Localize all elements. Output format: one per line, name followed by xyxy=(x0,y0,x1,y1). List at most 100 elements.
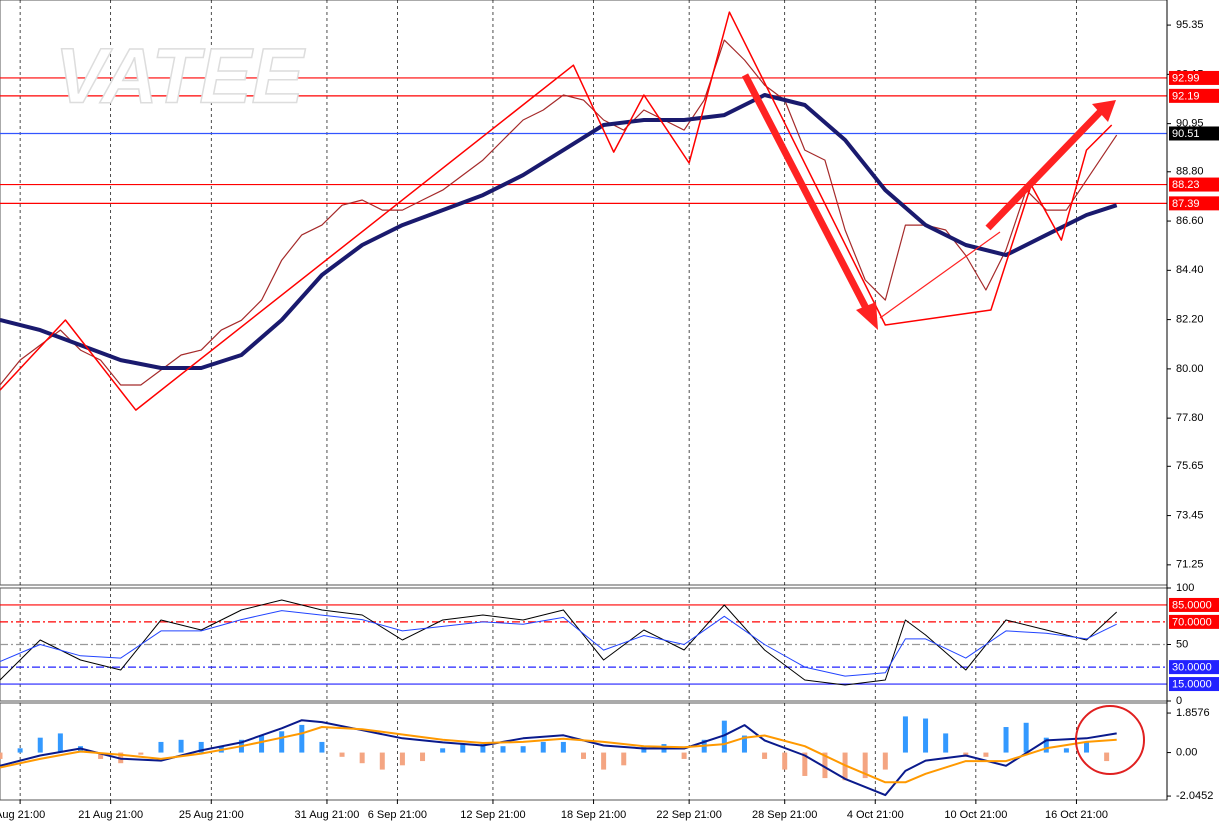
level-label: 88.23 xyxy=(1172,179,1200,191)
y-tick-label: 0.00 xyxy=(1176,746,1197,758)
level-label-box xyxy=(1169,597,1219,612)
histogram-bar xyxy=(17,748,23,753)
histogram-bar xyxy=(520,746,526,753)
histogram-bar xyxy=(359,752,365,764)
histogram-bar xyxy=(1003,727,1009,753)
histogram-bar xyxy=(741,735,747,753)
x-tick-label: 28 Sep 21:00 xyxy=(752,809,817,821)
level-label: 30.0000 xyxy=(1172,662,1212,674)
histogram-bar xyxy=(500,746,506,753)
level-label: 70.0000 xyxy=(1172,616,1212,628)
histogram-bar xyxy=(98,752,104,759)
histogram-bar xyxy=(480,744,486,753)
histogram-bar xyxy=(601,752,607,770)
series-line xyxy=(0,599,1118,686)
y-tick-label: 77.80 xyxy=(1176,412,1204,424)
histogram-bar xyxy=(420,752,426,762)
histogram-bar xyxy=(721,720,727,753)
level-label-box xyxy=(1169,126,1219,141)
histogram-bar xyxy=(57,733,63,753)
histogram-bar xyxy=(339,752,345,757)
series-line xyxy=(0,11,1113,411)
histogram-bar xyxy=(1104,752,1110,762)
histogram-bar xyxy=(822,752,828,779)
histogram-bar xyxy=(882,752,888,770)
level-label-box xyxy=(1169,88,1219,103)
histogram-bar xyxy=(621,752,627,766)
x-tick-label: 6 Sep 21:00 xyxy=(368,809,427,821)
histogram-bar xyxy=(460,744,466,753)
histogram-bar xyxy=(198,741,204,753)
level-label: 92.99 xyxy=(1172,72,1200,84)
level-label-box xyxy=(1169,177,1219,192)
y-tick-label: 90.95 xyxy=(1176,118,1204,130)
histogram-bar xyxy=(681,752,687,759)
level-label-box xyxy=(1169,677,1219,692)
y-tick-label: 82.20 xyxy=(1176,314,1204,326)
y-tick-label: 86.60 xyxy=(1176,215,1204,227)
histogram-bar xyxy=(319,741,325,753)
level-label-box xyxy=(1169,196,1219,211)
y-tick-label: 84.40 xyxy=(1176,264,1204,276)
histogram-bar xyxy=(983,752,989,757)
level-label: 85.0000 xyxy=(1172,599,1212,611)
x-tick-label: 25 Aug 21:00 xyxy=(179,809,244,821)
x-tick-label: 16 Oct 21:00 xyxy=(1045,809,1108,821)
y-tick-label: 95.35 xyxy=(1176,19,1204,31)
series-line xyxy=(0,39,1118,386)
x-tick-label: Aug 21:00 xyxy=(0,809,45,821)
level-label: 90.51 xyxy=(1172,128,1200,140)
histogram-bar xyxy=(379,752,385,770)
histogram-bar xyxy=(259,735,265,753)
y-tick-label: 1.8576 xyxy=(1176,707,1210,719)
y-tick-label: 88.80 xyxy=(1176,166,1204,178)
histogram-bar xyxy=(842,752,848,781)
histogram-bar xyxy=(540,741,546,753)
histogram-bar xyxy=(560,741,566,753)
y-tick-label: 80.00 xyxy=(1176,363,1204,375)
level-label: 92.19 xyxy=(1172,90,1200,102)
arrow-head xyxy=(1092,100,1116,122)
annotations xyxy=(741,73,1145,775)
histogram-bar xyxy=(0,752,3,759)
histogram-bar xyxy=(1063,748,1069,753)
arrow-down xyxy=(741,73,872,314)
arrow-head xyxy=(856,302,878,330)
histogram-bar xyxy=(440,748,446,753)
series-line xyxy=(0,726,1117,784)
x-tick-label: 10 Oct 21:00 xyxy=(944,809,1007,821)
y-tick-label: 71.25 xyxy=(1176,559,1204,571)
highlight-circle xyxy=(1075,705,1145,775)
y-tick-label: 0 xyxy=(1176,695,1182,707)
histogram-bar xyxy=(138,752,144,755)
y-tick-label: 100 xyxy=(1176,582,1194,594)
level-label: 15.0000 xyxy=(1172,678,1212,690)
histogram-bar xyxy=(943,733,949,753)
histogram-bar xyxy=(802,752,808,776)
y-tick-label: 73.45 xyxy=(1176,509,1204,521)
x-tick-label: 31 Aug 21:00 xyxy=(295,809,360,821)
histogram-bar xyxy=(762,752,768,759)
x-tick-label: 22 Sep 21:00 xyxy=(656,809,721,821)
y-tick-label: 75.65 xyxy=(1176,460,1204,472)
series-line xyxy=(0,610,1117,677)
histogram-bar xyxy=(782,752,788,770)
y-tick-label: -2.0452 xyxy=(1176,790,1213,802)
histogram-bar xyxy=(158,741,164,753)
histogram-bar xyxy=(862,752,868,779)
histogram-bar xyxy=(299,724,305,753)
x-tick-label: 12 Sep 21:00 xyxy=(460,809,525,821)
histogram-bar xyxy=(37,737,43,753)
level-label: 87.39 xyxy=(1172,198,1200,210)
histogram-bar xyxy=(902,716,908,753)
histogram-bar xyxy=(1084,741,1090,753)
histogram-bar xyxy=(923,718,929,753)
histogram-bar xyxy=(581,752,586,759)
x-tick-label: 21 Aug 21:00 xyxy=(78,809,143,821)
histogram-bar xyxy=(1043,737,1049,753)
arrow-up xyxy=(985,109,1103,231)
histogram-bar xyxy=(1023,722,1029,753)
